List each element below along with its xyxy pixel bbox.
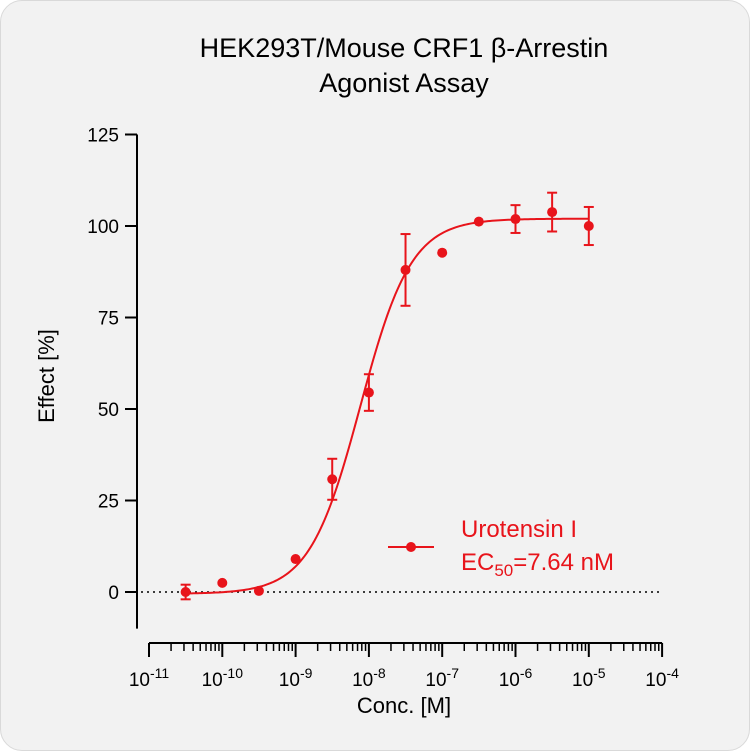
data-point <box>363 387 374 398</box>
x-axis-label: Conc. [M] <box>357 693 451 718</box>
x-tick-label: 10-4 <box>645 665 679 691</box>
y-tick-label: 75 <box>98 309 119 330</box>
data-point <box>180 587 191 597</box>
data-point <box>400 264 411 275</box>
x-tick-label: 10-8 <box>352 665 386 691</box>
data-point <box>217 577 228 588</box>
plot-area <box>141 191 663 601</box>
data-point <box>290 554 301 565</box>
y-axis: 0 25 50 75 100 125 <box>87 126 138 629</box>
x-tick-label: 10-11 <box>129 665 170 691</box>
data-point <box>583 221 594 231</box>
legend-series-name: Urotensin I <box>461 516 577 543</box>
data-point <box>510 214 521 225</box>
legend: Urotensin I EC50=7.64 nM <box>388 516 614 580</box>
x-tick-label: 10-5 <box>572 665 606 691</box>
y-tick-label: 125 <box>87 126 119 147</box>
data-point <box>437 247 448 258</box>
fit-curve <box>185 217 589 595</box>
data-point <box>473 216 484 227</box>
y-axis-label: Effect [%] <box>34 329 59 423</box>
data-point <box>253 585 264 596</box>
data-point <box>327 474 338 485</box>
x-tick-label: 10-7 <box>425 665 459 691</box>
legend-marker <box>406 542 416 552</box>
y-tick-label: 50 <box>98 400 119 421</box>
legend-ec50: EC50=7.64 nM <box>461 549 614 580</box>
x-tick-label: 10-6 <box>499 665 533 691</box>
chart-title-line1: HEK293T/Mouse CRF1 β-Arrestin <box>200 33 609 63</box>
chart-title-line2: Agonist Assay <box>319 68 489 98</box>
y-tick-label: 25 <box>98 492 119 513</box>
y-tick-label: 100 <box>87 217 119 238</box>
data-point <box>547 207 558 218</box>
x-tick-label: 10-10 <box>202 665 244 691</box>
x-axis: 10-11 10-10 10-9 10-8 10-7 10-6 10-5 10-4 <box>129 642 679 691</box>
x-tick-label: 10-9 <box>279 665 313 691</box>
y-tick-label: 0 <box>108 583 119 604</box>
